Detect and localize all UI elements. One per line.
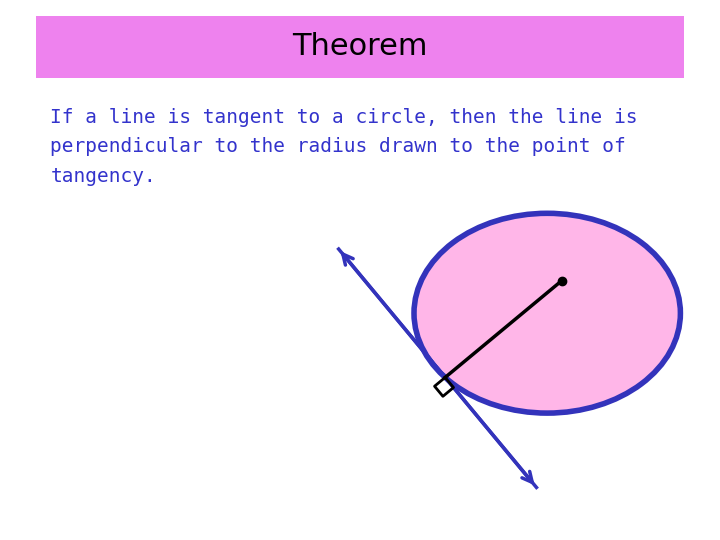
Circle shape	[414, 213, 680, 413]
Bar	[36, 16, 684, 78]
Text: Theorem: Theorem	[292, 32, 428, 62]
Text: If a line is tangent to a circle, then the line is
perpendicular to the radius d: If a line is tangent to a circle, then t…	[50, 108, 638, 186]
